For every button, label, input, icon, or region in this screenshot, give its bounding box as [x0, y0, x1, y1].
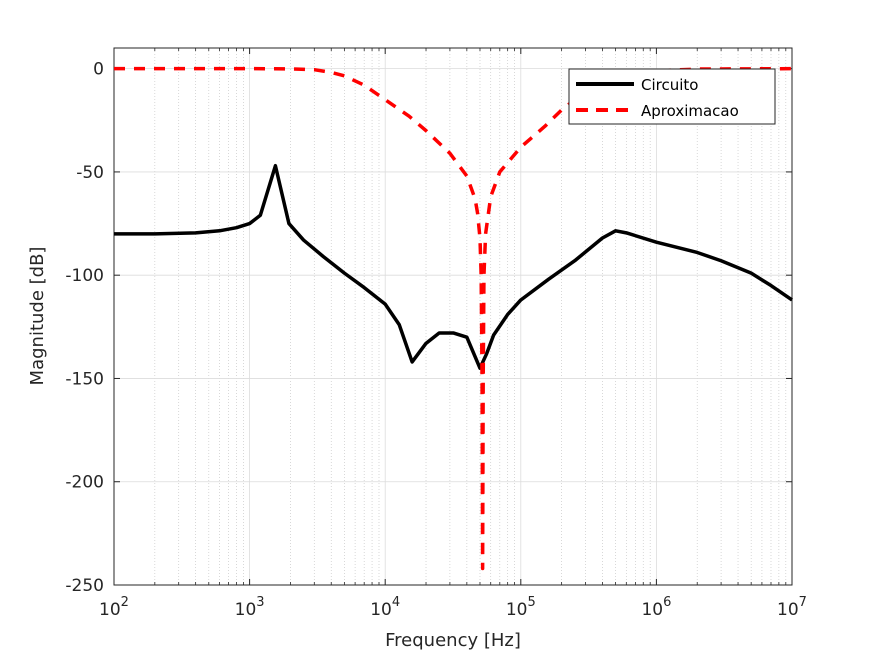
x-tick-label: 103 — [235, 595, 265, 620]
plot-area-frame — [113, 47, 793, 586]
legend-label-aproximacao: Aproximacao — [641, 102, 739, 120]
x-tick-labels: 102 103 104 105 106 107 — [99, 595, 807, 620]
legend: Circuito Aproximacao — [568, 68, 776, 125]
x-tick-label: 105 — [506, 595, 536, 620]
x-tick-label: 106 — [641, 595, 671, 620]
y-tick-label: -50 — [76, 163, 104, 183]
y-tick-label: 0 — [93, 60, 104, 80]
x-tick-label: 107 — [777, 595, 807, 620]
minor-grid — [154, 48, 787, 585]
series-line-circuito — [114, 163, 793, 370]
series-layer — [114, 66, 793, 571]
x-axis-label: Frequency [Hz] — [385, 630, 521, 651]
x-tick-label: 104 — [370, 595, 400, 620]
y-tick-labels: 0 -50 -100 -150 -200 -250 — [65, 60, 104, 596]
y-tick-label: -200 — [65, 473, 104, 493]
y-tick-label: -100 — [65, 266, 104, 286]
y-axis-label: Magnitude [dB] — [27, 247, 48, 386]
y-tick-label: -150 — [65, 369, 104, 389]
x-tick-label: 102 — [99, 595, 129, 620]
y-tick-label: -250 — [65, 576, 104, 596]
legend-box — [568, 68, 776, 125]
legend-label-circuito: Circuito — [641, 76, 698, 94]
plot-area-background — [114, 48, 792, 585]
